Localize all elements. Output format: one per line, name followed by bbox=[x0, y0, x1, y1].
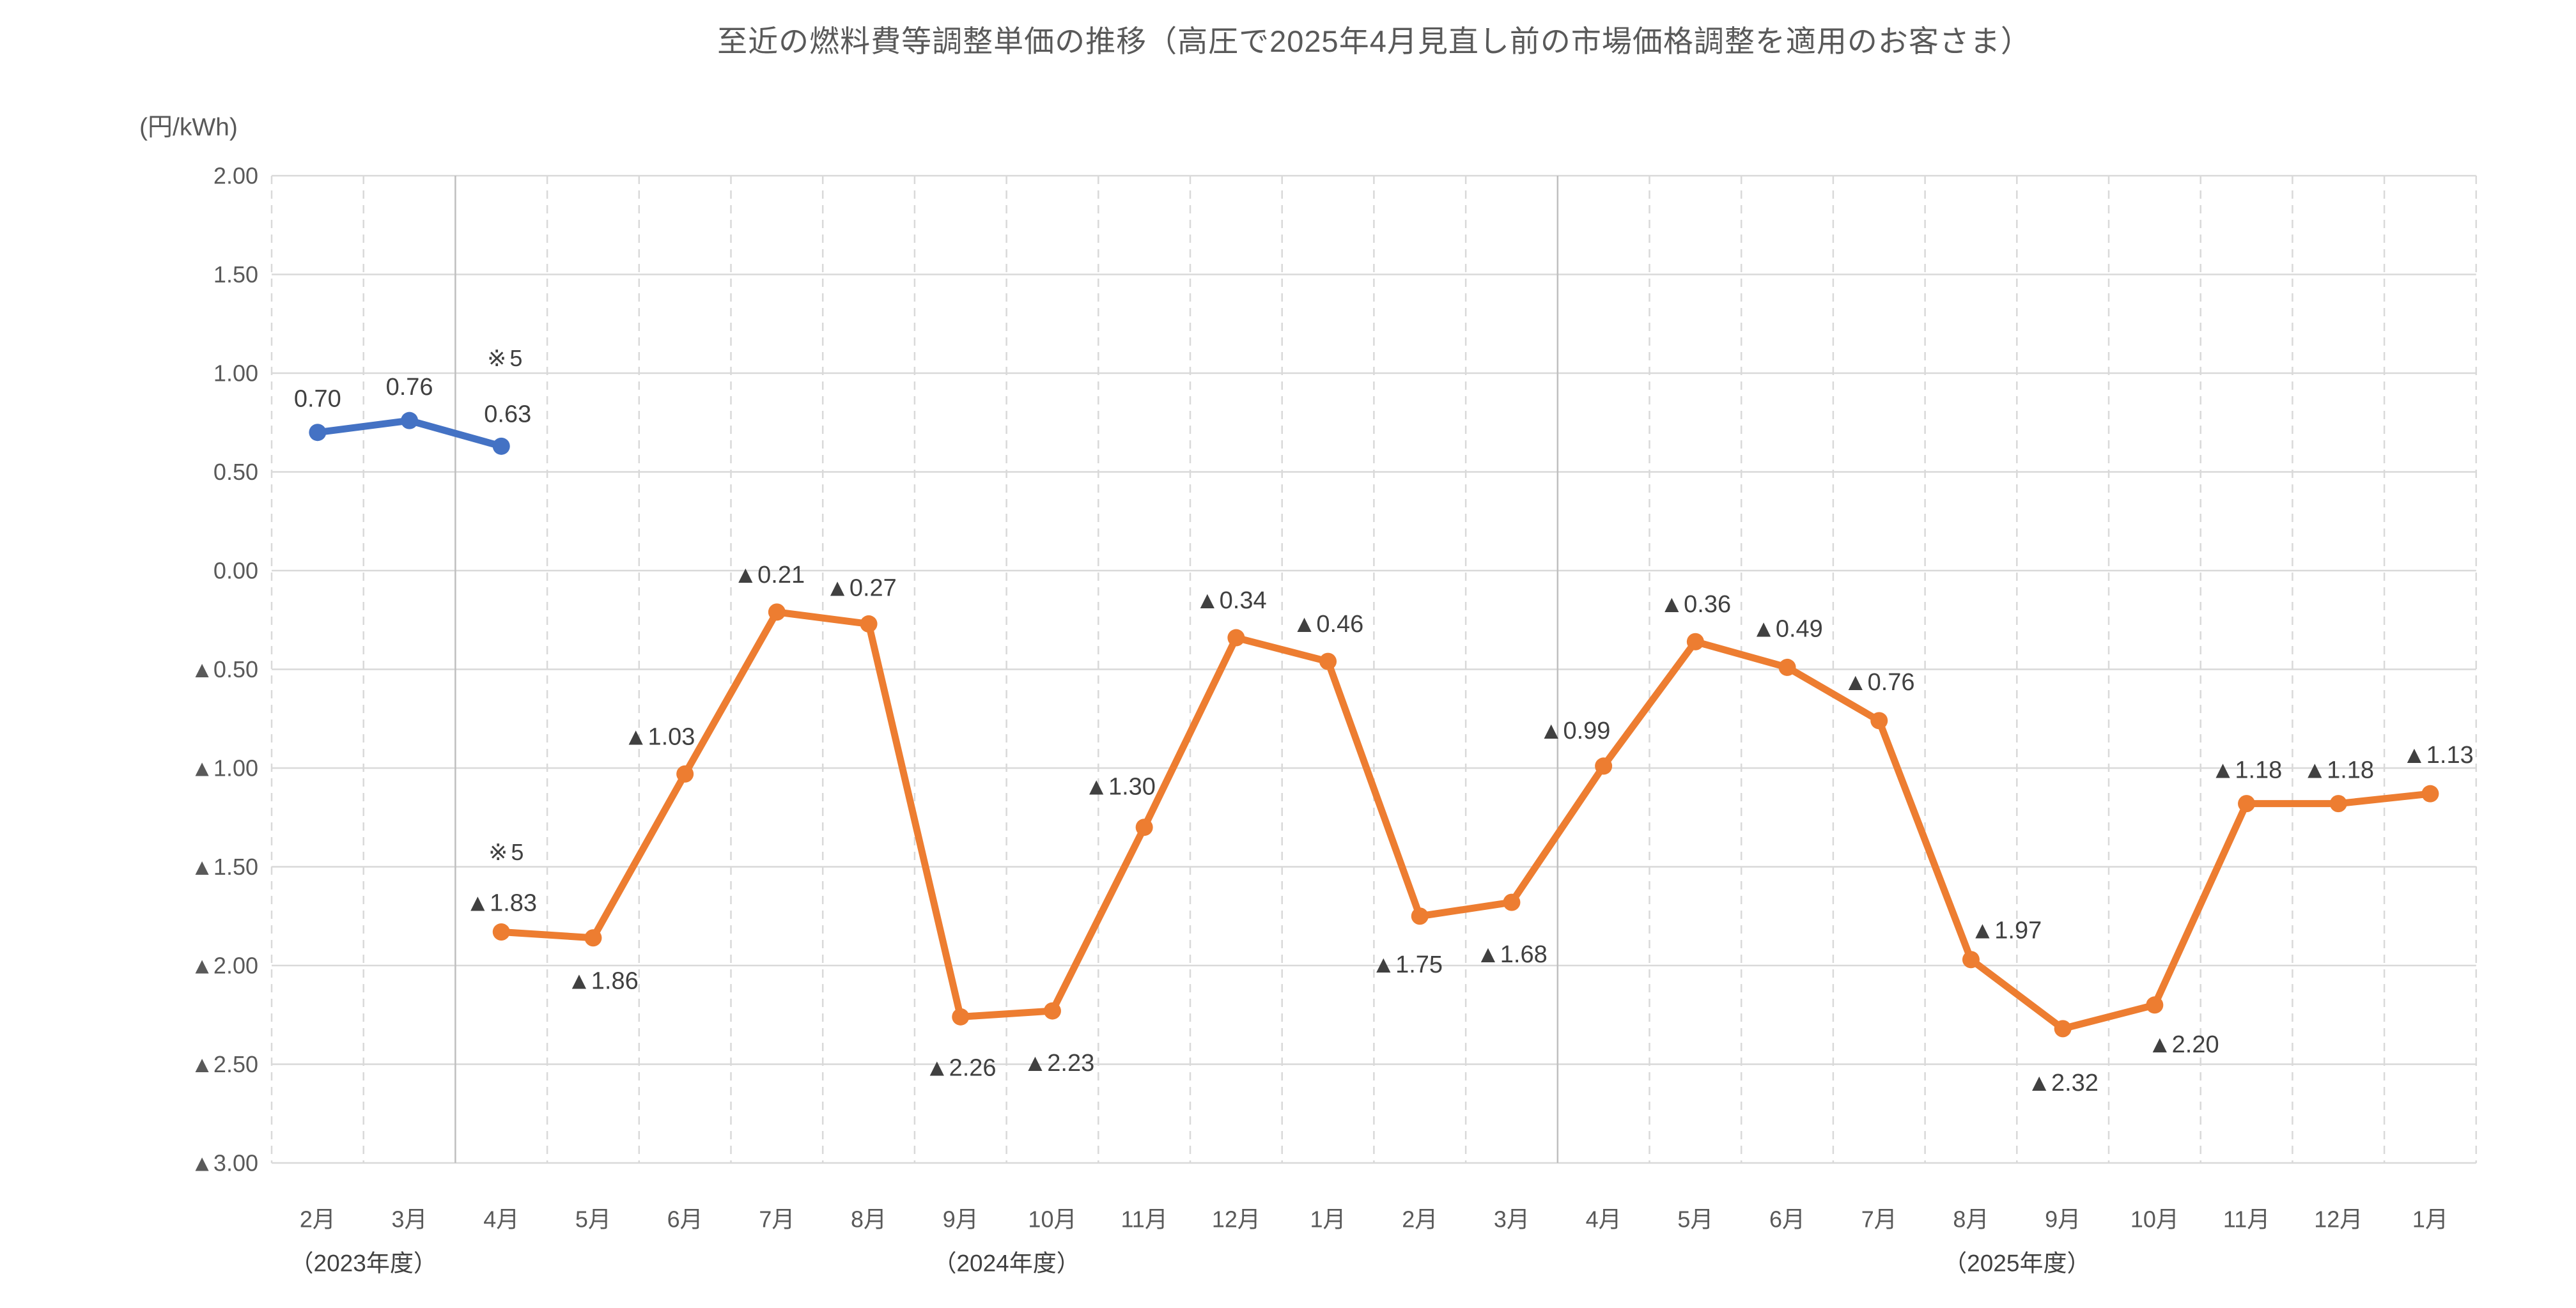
orange-line-marker bbox=[1870, 712, 1888, 730]
orange-line-marker bbox=[2329, 795, 2347, 813]
note-label: ※5 bbox=[487, 345, 525, 371]
x-month-label: 10月 bbox=[1028, 1206, 1076, 1233]
y-tick-label: ▲2.50 bbox=[190, 1051, 258, 1077]
data-point-label: ▲2.20 bbox=[2148, 1031, 2219, 1058]
data-point-label: ▲1.68 bbox=[1476, 941, 1548, 968]
blue-line-marker bbox=[309, 424, 327, 442]
y-tick-label: 0.50 bbox=[213, 459, 258, 485]
data-point-label: ▲1.97 bbox=[1971, 918, 2042, 944]
x-month-label: 1月 bbox=[1310, 1206, 1346, 1233]
y-tick-label: 0.00 bbox=[213, 558, 258, 584]
x-month-label: 5月 bbox=[575, 1206, 611, 1233]
x-month-label: 1月 bbox=[2412, 1206, 2448, 1233]
x-month-label: 5月 bbox=[1677, 1206, 1713, 1233]
blue-line-marker bbox=[492, 437, 510, 455]
orange-line-marker bbox=[1135, 819, 1153, 836]
orange-line bbox=[497, 608, 2434, 1033]
x-month-label: 9月 bbox=[2045, 1206, 2081, 1233]
orange-line-marker bbox=[1686, 633, 1704, 650]
x-month-label: 6月 bbox=[1769, 1206, 1805, 1233]
orange-line-marker bbox=[2421, 785, 2439, 803]
data-point-label: ▲0.76 bbox=[1843, 669, 1915, 696]
x-month-label: 8月 bbox=[1953, 1206, 1989, 1233]
x-month-label: 12月 bbox=[2314, 1206, 2363, 1233]
fiscal-year-label: （2024年度） bbox=[933, 1250, 1080, 1277]
x-month-label: 3月 bbox=[1494, 1206, 1530, 1233]
orange-line-marker bbox=[2238, 795, 2256, 813]
y-tick-label: 1.50 bbox=[213, 261, 258, 288]
orange-line-marker bbox=[1319, 652, 1337, 670]
orange-line-marker bbox=[1962, 951, 1980, 969]
note-label: ※5 bbox=[488, 839, 527, 865]
orange-line-marker bbox=[1595, 757, 1613, 775]
orange-line-marker bbox=[1043, 1002, 1061, 1020]
x-month-label: 2月 bbox=[300, 1206, 336, 1233]
orange-line-marker bbox=[676, 765, 694, 783]
x-month-label: 4月 bbox=[1586, 1206, 1622, 1233]
y-tick-label: ▲3.00 bbox=[190, 1150, 258, 1176]
data-point-label: 0.63 bbox=[484, 401, 531, 427]
y-tick-label: ▲1.50 bbox=[190, 854, 258, 880]
data-point-label: ▲2.32 bbox=[2027, 1070, 2099, 1096]
orange-line-marker bbox=[1411, 907, 1429, 925]
data-point-label: 0.76 bbox=[386, 374, 433, 401]
data-point-label: 0.70 bbox=[294, 386, 341, 413]
x-month-label: 7月 bbox=[1861, 1206, 1897, 1233]
blue-line-marker bbox=[401, 412, 419, 429]
data-point-label: ▲1.03 bbox=[624, 723, 695, 750]
orange-line-marker bbox=[860, 615, 878, 633]
chart-title: 至近の燃料費等調整単価の推移（高圧で2025年4月見直し前の市場価格調整を適用の… bbox=[717, 24, 2031, 58]
x-month-label: 7月 bbox=[759, 1206, 795, 1233]
data-point-label: ▲1.86 bbox=[567, 968, 639, 995]
data-point-label: ▲0.99 bbox=[1539, 718, 1611, 744]
data-point-label: ▲1.83 bbox=[465, 889, 537, 916]
y-axis-unit-label: (円/kWh) bbox=[139, 114, 238, 141]
x-month-label: 4月 bbox=[483, 1206, 519, 1233]
fiscal-year-label: （2025年度） bbox=[1943, 1250, 2090, 1277]
y-tick-label: 1.00 bbox=[213, 360, 258, 387]
data-point-label: ▲0.34 bbox=[1195, 587, 1267, 614]
orange-line-marker bbox=[1503, 893, 1521, 911]
data-point-label: ▲1.18 bbox=[2302, 757, 2374, 784]
x-month-label: 8月 bbox=[851, 1206, 887, 1233]
orange-line-marker bbox=[952, 1008, 970, 1026]
x-month-label: 12月 bbox=[1212, 1206, 1261, 1233]
x-month-label: 11月 bbox=[1121, 1206, 1167, 1233]
data-point-label: ▲0.27 bbox=[825, 574, 897, 601]
x-month-label: 3月 bbox=[392, 1206, 428, 1233]
data-point-label: ▲1.30 bbox=[1084, 774, 1156, 801]
x-month-label: 9月 bbox=[943, 1206, 979, 1233]
orange-line-marker bbox=[492, 923, 510, 941]
orange-line-marker bbox=[1227, 629, 1245, 647]
x-month-label: 11月 bbox=[2223, 1206, 2270, 1233]
data-point-label: ▲2.23 bbox=[1023, 1050, 1095, 1077]
data-point-label: ▲1.18 bbox=[2211, 757, 2283, 784]
data-point-label: ▲0.46 bbox=[1292, 611, 1364, 638]
orange-line-marker bbox=[1778, 658, 1796, 676]
x-month-label: 2月 bbox=[1402, 1206, 1438, 1233]
x-month-label: 10月 bbox=[2130, 1206, 2179, 1233]
orange-line-marker bbox=[2054, 1020, 2072, 1038]
orange-line-marker bbox=[768, 603, 786, 621]
fiscal-year-label: （2023年度） bbox=[290, 1250, 437, 1277]
data-point-label: ▲1.13 bbox=[2402, 742, 2474, 769]
y-tick-label: ▲1.00 bbox=[190, 755, 258, 781]
data-point-label: ▲1.75 bbox=[1371, 951, 1443, 978]
data-point-label: ▲0.21 bbox=[734, 562, 805, 589]
orange-line-marker bbox=[2146, 996, 2164, 1014]
y-tick-label: 2.00 bbox=[213, 163, 258, 189]
data-point-label: ▲0.49 bbox=[1751, 615, 1823, 642]
y-tick-label: ▲0.50 bbox=[190, 656, 258, 682]
data-point-label: ▲0.36 bbox=[1660, 591, 1732, 618]
data-point-label: ▲2.26 bbox=[925, 1054, 997, 1081]
orange-line-marker bbox=[584, 929, 602, 947]
y-tick-label: ▲2.00 bbox=[190, 953, 258, 979]
x-month-label: 6月 bbox=[667, 1206, 703, 1233]
